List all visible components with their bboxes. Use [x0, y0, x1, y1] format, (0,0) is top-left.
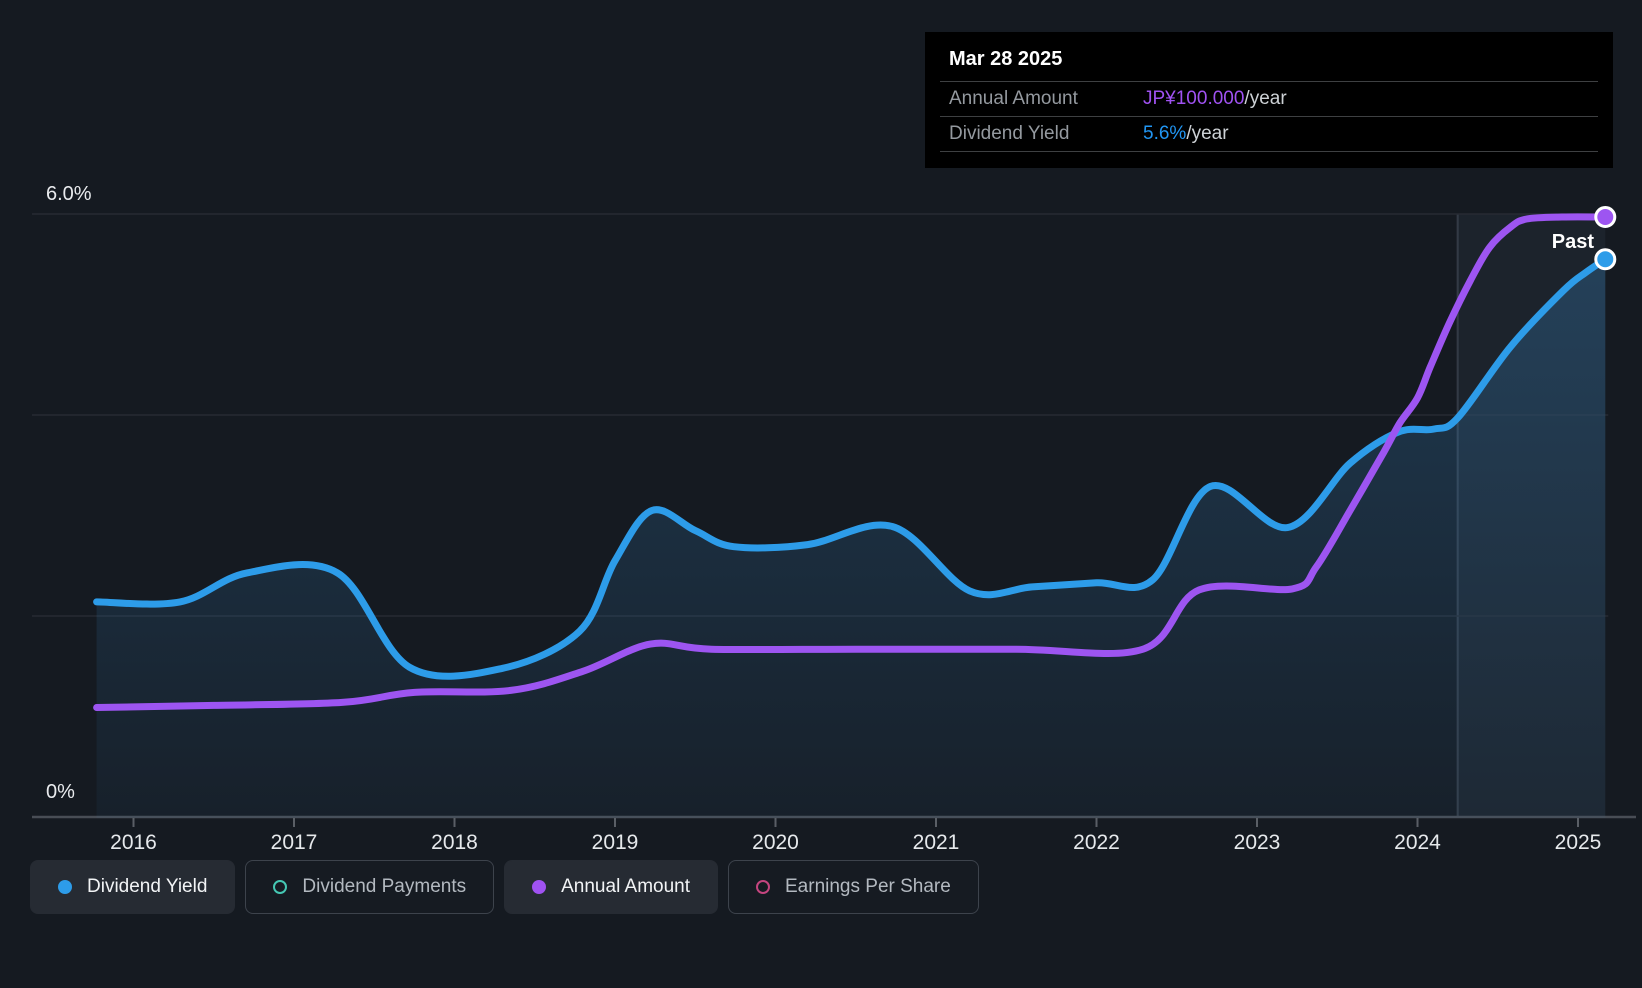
annual-amount-end-dot[interactable] [1594, 206, 1617, 229]
x-tick-label-2021: 2021 [912, 831, 960, 854]
legend-label: Dividend Payments [302, 876, 467, 897]
tooltip-label: Dividend Yield [949, 123, 1070, 144]
tooltip-suffix: /year [1186, 123, 1229, 144]
yield-area-fill [96, 259, 1606, 818]
annual-amount-line [93, 213, 1609, 711]
x-tick-label-2016: 2016 [110, 831, 157, 854]
earnings-per-share-ring-icon [756, 880, 770, 894]
tooltip-date: Mar 28 2025 [949, 48, 1063, 70]
y-axis-min-label: 0% [46, 781, 75, 803]
x-tick-label-2023: 2023 [1233, 831, 1281, 854]
tooltip-value-annual-amount: JP¥100.000 [1143, 88, 1245, 109]
legend-label: Annual Amount [561, 876, 690, 897]
dividend-payments-ring-icon [273, 880, 288, 894]
tooltip-suffix: /year [1244, 88, 1287, 109]
x-tick-label-2019: 2019 [591, 831, 639, 854]
y-axis-max-label: 6.0% [46, 183, 92, 205]
tooltip-value-dividend-yield: 5.6% [1143, 123, 1187, 144]
x-tick-label-2022: 2022 [1073, 831, 1120, 854]
legend-bar: Dividend Yield Dividend Payments Annual … [30, 860, 979, 914]
chart-tooltip: Mar 28 2025 Annual Amount JP¥100.000 /ye… [925, 32, 1613, 168]
past-region-label: Past [1551, 231, 1594, 253]
legend-button-dividend-payments[interactable]: Dividend Payments [245, 860, 495, 914]
tooltip-row-dividend-yield: Dividend Yield 5.6% /year [940, 116, 1598, 152]
x-tick-label-2018: 2018 [431, 831, 478, 854]
dividend-yield-dot-icon [58, 880, 72, 894]
annual-amount-dot-icon [532, 880, 547, 894]
x-tick-label-2024: 2024 [1394, 831, 1441, 854]
legend-button-earnings-per-share[interactable]: Earnings Per Share [728, 860, 979, 914]
x-tick-label-2017: 2017 [270, 831, 318, 854]
x-tick-label-2020: 2020 [752, 831, 799, 854]
legend-button-annual-amount[interactable]: Annual Amount [504, 860, 718, 914]
dividend-yield-line [93, 255, 1609, 680]
legend-label: Dividend Yield [87, 876, 208, 897]
legend-label: Earnings Per Share [785, 876, 951, 897]
x-tick-label-2025: 2025 [1554, 831, 1602, 854]
tooltip-row-annual-amount: Annual Amount JP¥100.000 /year [940, 81, 1598, 116]
tooltip-label: Annual Amount [949, 88, 1078, 109]
dividend-yield-end-dot[interactable] [1594, 248, 1617, 271]
legend-button-dividend-yield[interactable]: Dividend Yield [30, 860, 236, 914]
